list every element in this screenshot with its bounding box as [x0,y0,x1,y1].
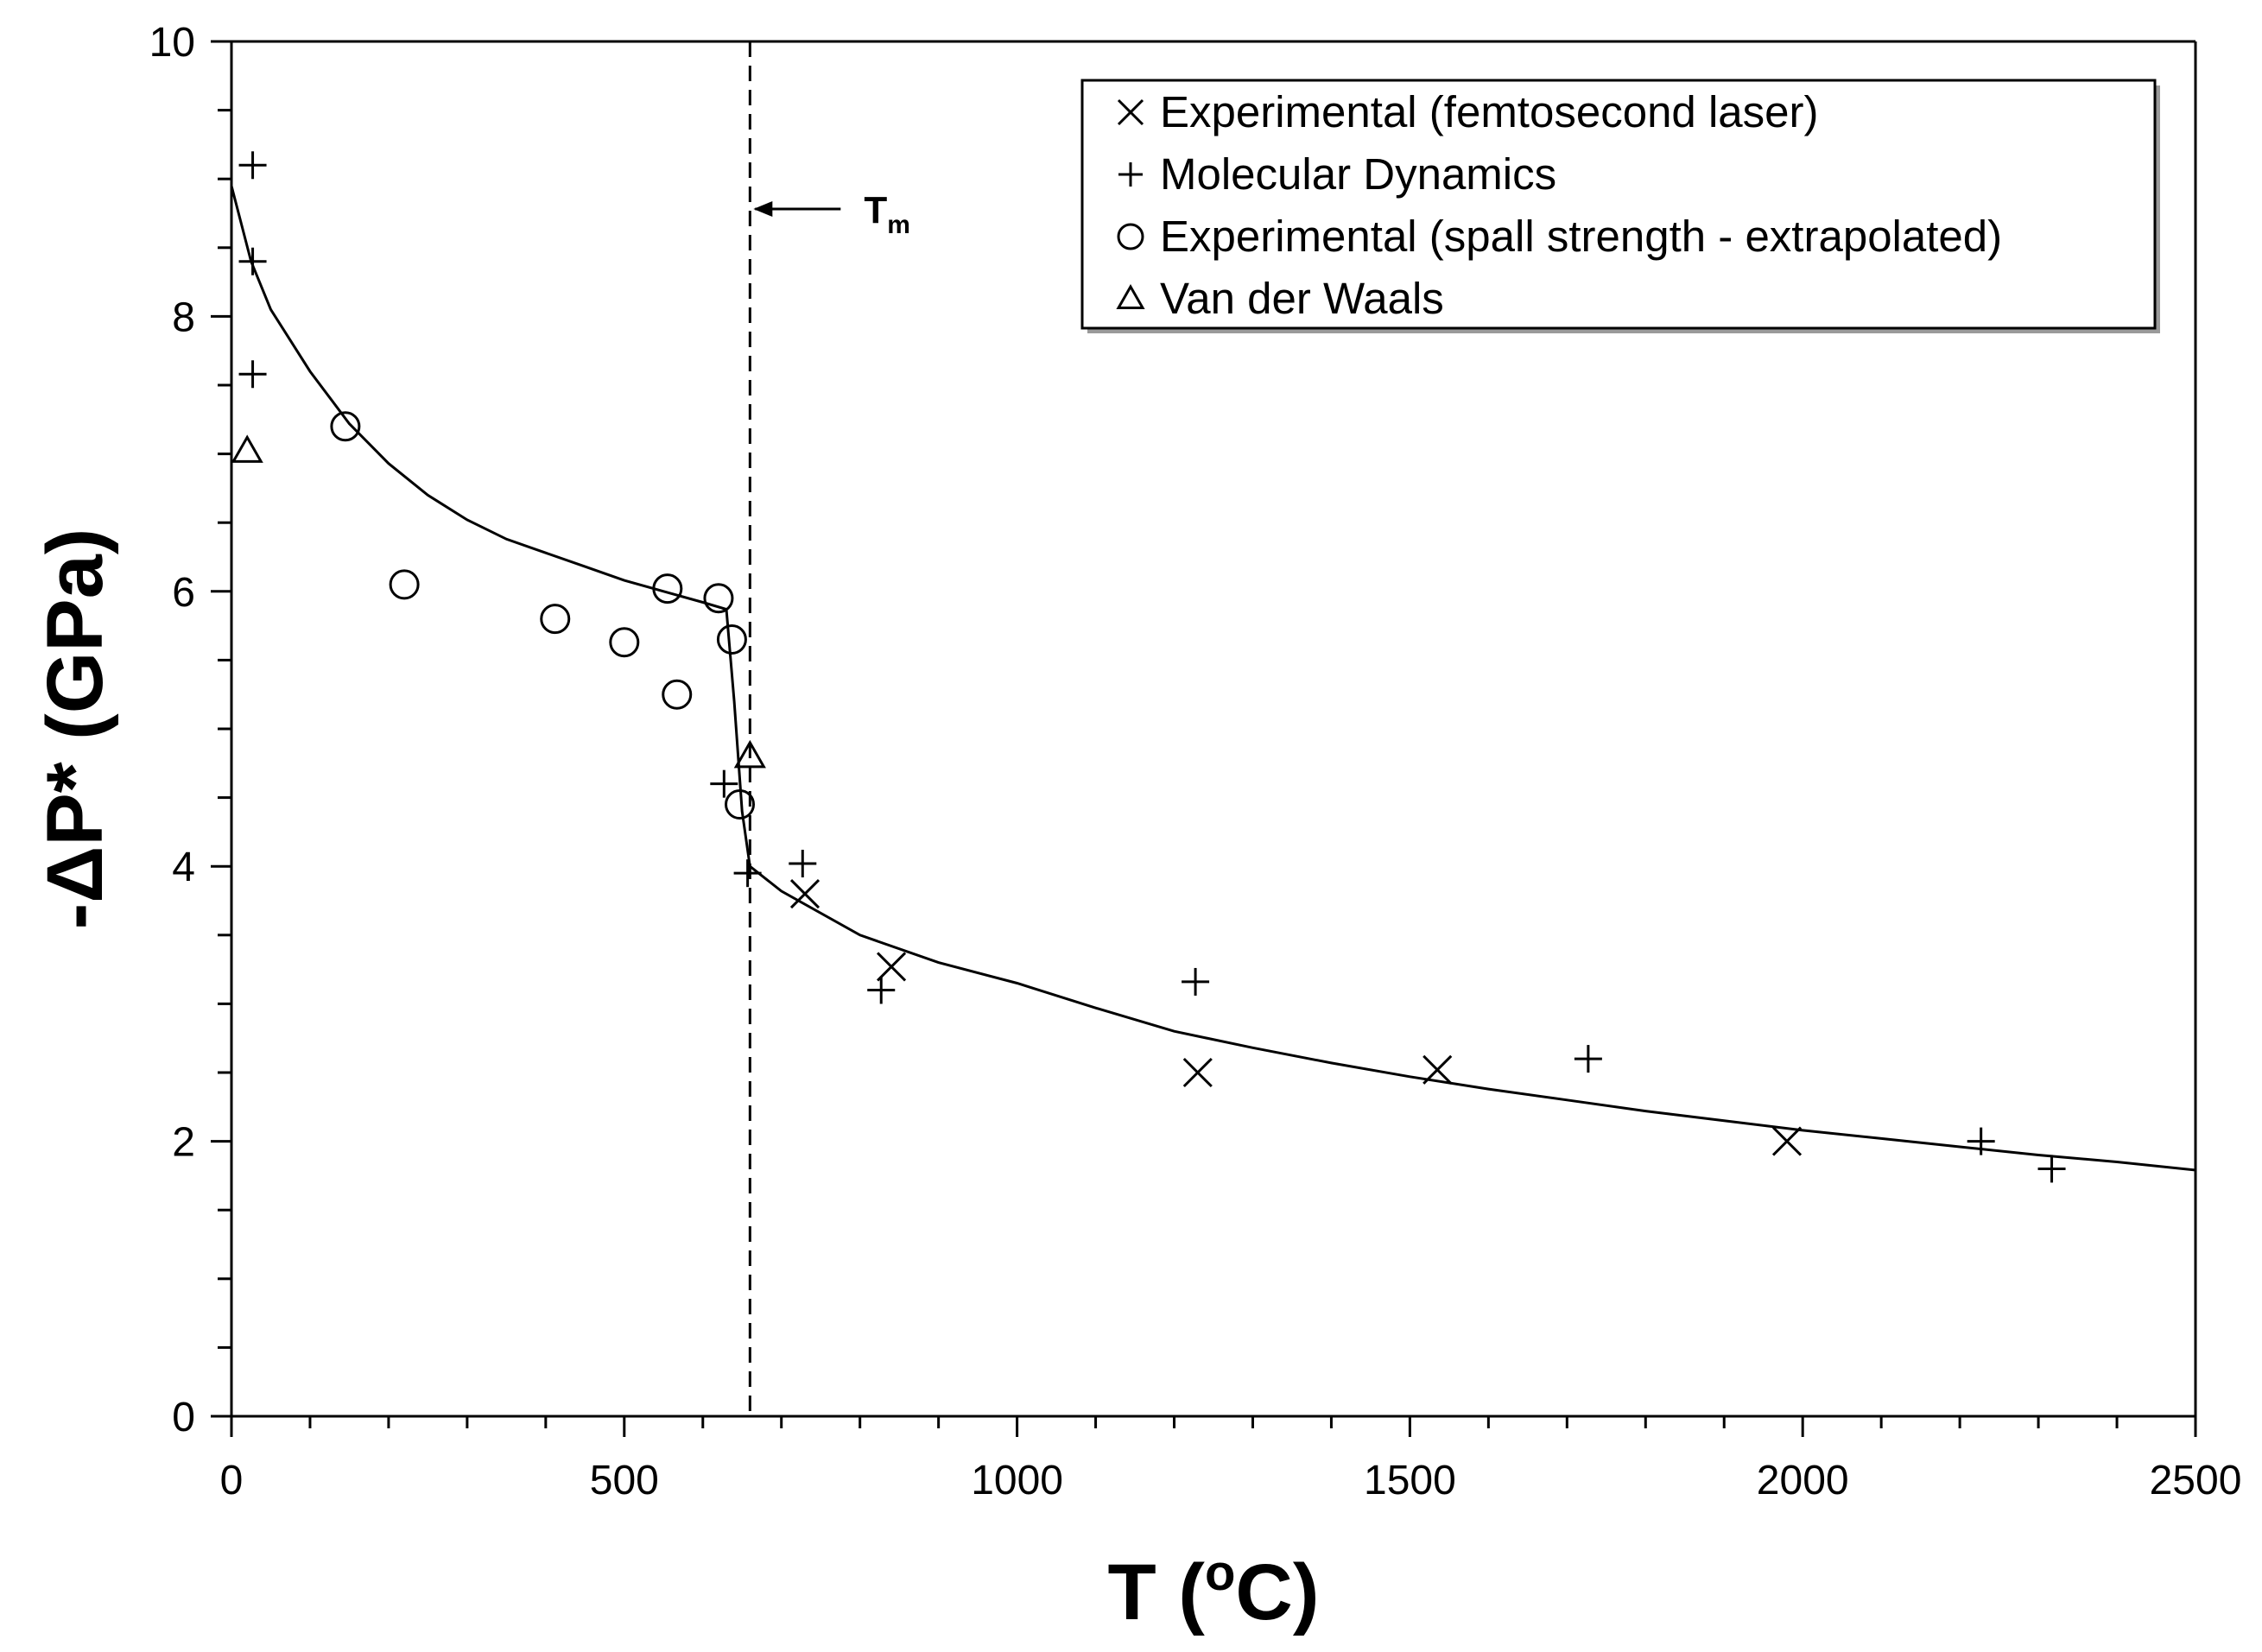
melting-point-annotation: Tm [748,41,910,1416]
y-tick-label: 8 [172,294,195,340]
legend-label: Molecular Dynamics [1160,149,1556,199]
spall-point [725,789,756,820]
md-point [1967,1127,1995,1155]
x-tick-label: 2000 [1757,1458,1849,1503]
legend-label: Experimental (femtosecond laser) [1160,87,1819,136]
y-tick-label: 2 [172,1120,195,1166]
legend-spall-point-icon [1117,223,1144,250]
md-point [1574,1045,1602,1073]
spall-point [330,411,361,442]
md-point [238,151,267,180]
y-tick-label: 10 [149,20,195,66]
spall-point [652,573,683,604]
spall-point [389,569,420,600]
femtosecond-point [1422,1054,1453,1085]
femtosecond-point [877,952,907,982]
x-tick-label: 500 [590,1458,659,1503]
legend-label: Experimental (spall strength - extrapola… [1160,212,2002,261]
md-point [867,976,896,1004]
spall-point [662,679,693,710]
fit-curve-layer [230,185,2196,1172]
x-tick-label: 2500 [2150,1458,2242,1503]
md-point [710,769,738,798]
legend-femtosecond-point-icon [1117,98,1144,126]
y-tick-label: 0 [172,1395,195,1440]
md-point [238,360,267,389]
spall-point [609,627,640,658]
legend-vdw-point-icon [1116,283,1145,309]
md-point [2037,1155,2066,1183]
spall-point [540,604,571,635]
md-point [733,859,762,888]
md-point [238,247,267,275]
femtosecond-point [1771,1126,1803,1156]
vdw-point [733,739,766,769]
axis-ticks: 0 500 1000 1500 2000 2500 0 2 4 6 8 10 [149,20,2242,1503]
y-tick-label: 4 [172,845,195,890]
x-tick-label: 0 [220,1458,244,1503]
data-markers [231,151,2066,1183]
x-tick-label: 1000 [971,1458,1063,1503]
femtosecond-point [789,878,821,909]
legend: Experimental (femtosecond laser) Molecula… [1080,79,2160,333]
x-tick-label: 1500 [1364,1458,1456,1503]
spall-point [703,583,734,614]
md-point [1182,967,1210,996]
spall-point [716,624,747,655]
y-axis-title: -ΔP* (GPa) [31,529,119,930]
md-point [789,850,817,878]
femtosecond-point [1182,1057,1213,1088]
fit-curve-line [230,185,2196,1172]
y-tick-label: 6 [172,570,195,616]
legend-box [1080,79,2157,330]
legend-label: Van der Waals [1160,274,1444,323]
tm-arrow-head [753,201,773,217]
legend-md-point-icon [1118,162,1143,187]
axis-titles: T (oC) -ΔP* (GPa) [31,529,1319,1636]
tm-label: Tm [864,189,910,239]
vdw-point [231,434,263,463]
x-axis-title: T (oC) [1108,1545,1320,1636]
